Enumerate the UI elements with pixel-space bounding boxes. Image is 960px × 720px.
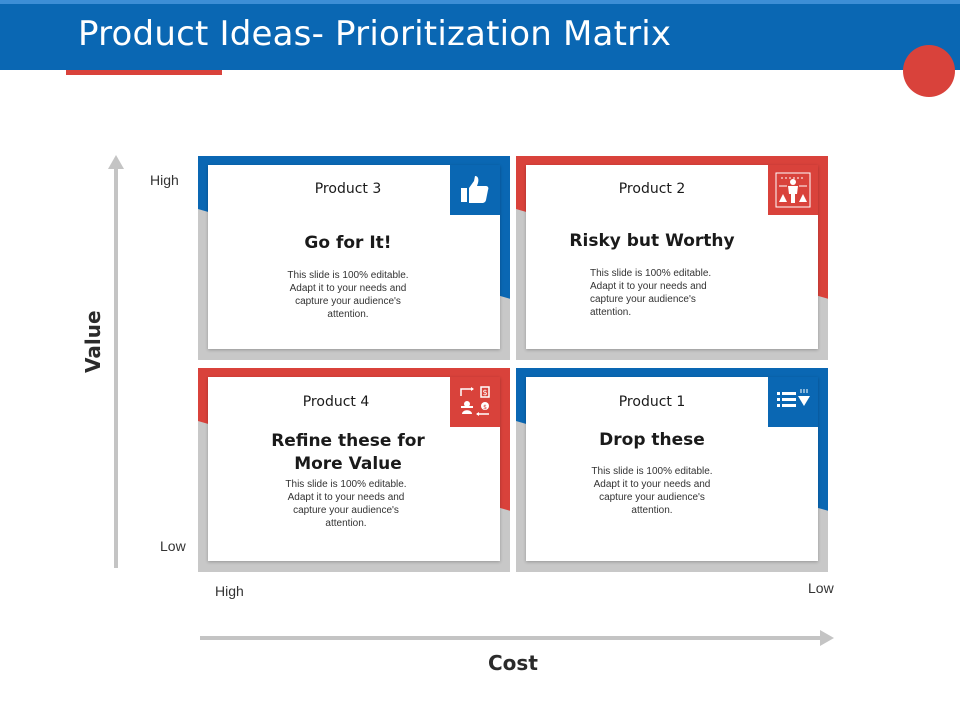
quadrant-card: Product 2 Risky but Worthy This slide is… [526, 165, 818, 349]
product-label: Product 1 [618, 394, 686, 410]
quadrant-heading: Risky but Worthy [569, 231, 735, 251]
y-axis-line [114, 168, 118, 568]
product-label: Product 3 [314, 181, 382, 197]
quadrant-heading: Drop these [599, 430, 705, 450]
person-risk-icon [768, 165, 818, 215]
quadrant-card: Product 3 Go for It! This slide is 100% … [208, 165, 500, 349]
y-axis-low-label: Low [160, 538, 186, 554]
quadrant-heading: Refine these for More Value [271, 431, 425, 474]
y-axis-title: Value [81, 310, 105, 373]
title-underline [66, 70, 222, 75]
x-axis-arrowhead [820, 630, 834, 646]
quadrant-description: This slide is 100% editable. Adapt it to… [591, 466, 713, 516]
product-label: Product 4 [302, 394, 370, 410]
svg-text:$: $ [483, 404, 487, 411]
y-axis-arrowhead [108, 155, 124, 169]
quadrant-top-right: Product 2 Risky but Worthy This slide is… [516, 156, 828, 360]
x-axis-high-label: High [215, 583, 244, 599]
thumbs-up-icon [450, 165, 500, 215]
header-bar [0, 0, 960, 70]
quadrant-description: This slide is 100% editable. Adapt it to… [590, 268, 712, 318]
decorative-circle [903, 45, 955, 97]
x-axis-title: Cost [488, 651, 538, 675]
svg-text:$: $ [482, 388, 487, 397]
quadrant-card: Product 1 Drop these This slide is 100% … [526, 377, 818, 561]
quadrant-bottom-left: $ $ Product 4 Refine these for More Valu… [198, 368, 510, 572]
quadrant-heading: Go for It! [304, 233, 392, 253]
quadrant-bottom-right: Product 1 Drop these This slide is 100% … [516, 368, 828, 572]
product-label: Product 2 [618, 181, 686, 197]
x-axis-low-label: Low [808, 580, 834, 596]
list-down-arrow-icon [768, 377, 818, 427]
quadrant-card: $ $ Product 4 Refine these for More Valu… [208, 377, 500, 561]
quadrant-description: This slide is 100% editable. Adapt it to… [285, 479, 407, 529]
person-money-cycle-icon: $ $ [450, 377, 500, 427]
x-axis-line [200, 636, 822, 640]
y-axis-high-label: High [150, 172, 179, 188]
page-title: Product Ideas- Prioritization Matrix [78, 14, 672, 54]
quadrant-top-left: Product 3 Go for It! This slide is 100% … [198, 156, 510, 360]
quadrant-description: This slide is 100% editable. Adapt it to… [287, 270, 409, 320]
